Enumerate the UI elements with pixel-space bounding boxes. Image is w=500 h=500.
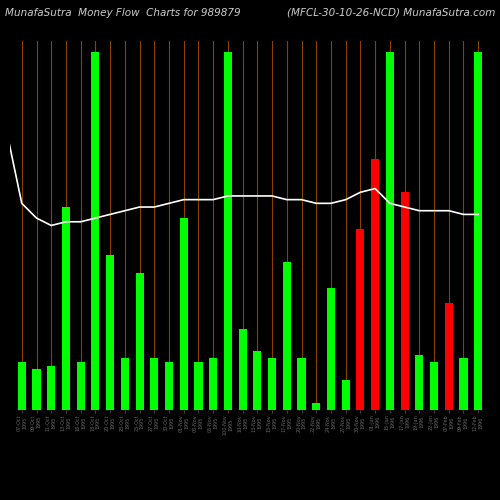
Bar xyxy=(92,52,100,410)
Bar xyxy=(444,303,453,410)
Bar xyxy=(283,262,291,410)
Bar xyxy=(416,354,424,410)
Bar xyxy=(268,358,276,410)
Bar xyxy=(386,52,394,410)
Bar xyxy=(356,229,364,410)
Bar xyxy=(150,358,158,410)
Bar xyxy=(474,52,482,410)
Text: (MFCL-30-10-26-NCD) MunafaSutra.com: (MFCL-30-10-26-NCD) MunafaSutra.com xyxy=(286,8,495,18)
Bar xyxy=(121,358,129,410)
Bar xyxy=(32,370,40,410)
Bar xyxy=(327,288,335,410)
Bar xyxy=(298,358,306,410)
Bar xyxy=(430,362,438,410)
Bar xyxy=(371,159,379,410)
Bar xyxy=(209,358,217,410)
Bar xyxy=(194,362,202,410)
Bar xyxy=(400,192,408,410)
Bar xyxy=(18,362,26,410)
Bar xyxy=(165,362,173,410)
Bar xyxy=(224,52,232,410)
Bar xyxy=(312,402,320,410)
Bar xyxy=(342,380,350,410)
Bar xyxy=(76,362,84,410)
Bar xyxy=(136,274,143,410)
Bar xyxy=(254,351,262,410)
Bar xyxy=(238,329,246,410)
Bar xyxy=(62,207,70,410)
Bar xyxy=(106,255,114,410)
Bar xyxy=(460,358,468,410)
Text: MunafaSutra  Money Flow  Charts for 989879: MunafaSutra Money Flow Charts for 989879 xyxy=(5,8,240,18)
Bar xyxy=(180,218,188,410)
Bar xyxy=(47,366,56,410)
